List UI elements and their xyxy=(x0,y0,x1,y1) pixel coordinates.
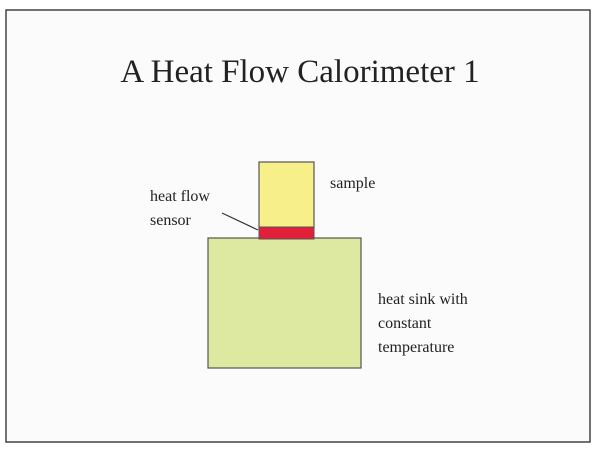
title: A Heat Flow Calorimeter 1 xyxy=(120,54,479,90)
sink-label: constant xyxy=(378,315,432,332)
sensor-label: heat flow xyxy=(150,188,210,205)
sink-label: heat sink with xyxy=(378,291,468,308)
sensor-label: sensor xyxy=(150,212,192,229)
pointer-line xyxy=(221,212,259,231)
sink-label: temperature xyxy=(378,339,454,356)
heat-sink xyxy=(207,237,362,369)
heat-flow-sensor xyxy=(258,226,315,240)
sample-block xyxy=(258,161,315,229)
sample-label: sample xyxy=(330,175,375,192)
